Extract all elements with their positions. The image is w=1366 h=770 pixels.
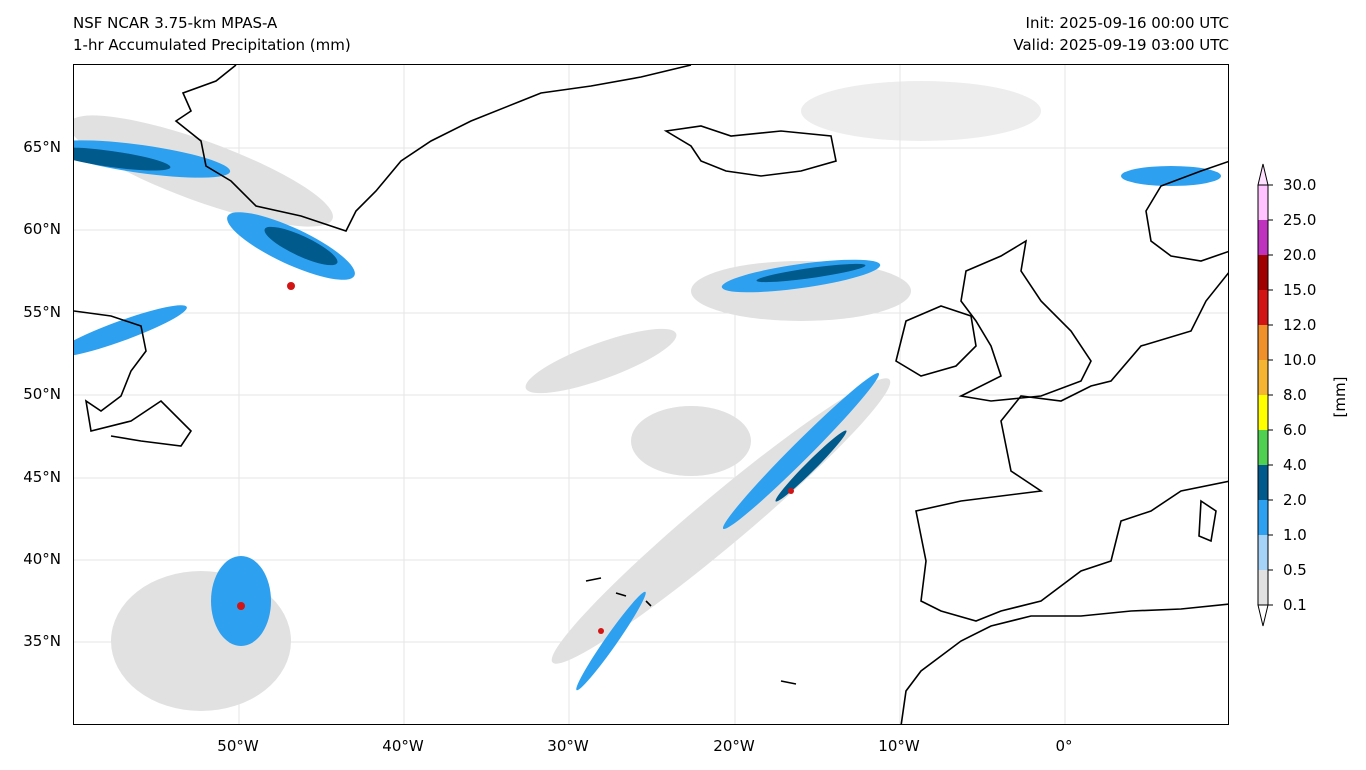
lon-tick: 50°W: [217, 737, 259, 755]
colorbar-tick-label: 6.0: [1283, 421, 1307, 439]
lat-tick: 65°N: [23, 138, 61, 156]
lat-tick: 45°N: [23, 468, 61, 486]
colorbar-tick-label: 0.1: [1283, 596, 1307, 614]
precip-intense: [237, 282, 794, 634]
coastlines: [74, 65, 1228, 724]
colorbar-tick-label: 1.0: [1283, 526, 1307, 544]
lat-tick: 55°N: [23, 303, 61, 321]
init-time: Init: 2025-09-16 00:00 UTC: [1025, 14, 1229, 32]
title-model: NSF NCAR 3.75-km MPAS-A: [73, 14, 278, 32]
colorbar-extend-max: [1257, 163, 1269, 186]
colorbar-bin: [1258, 325, 1268, 360]
colorbar-tick-label: 15.0: [1283, 281, 1317, 299]
colorbar-bin: [1258, 290, 1268, 325]
colorbar-tick-label: 8.0: [1283, 386, 1307, 404]
colorbar-tick-label: 0.5: [1283, 561, 1307, 579]
colorbar-bin: [1258, 255, 1268, 290]
colorbar-bin: [1258, 500, 1268, 535]
lat-tick: 35°N: [23, 632, 61, 650]
lon-tick: 0°: [1055, 737, 1073, 755]
precip-map: [74, 65, 1228, 724]
lat-tick: 50°N: [23, 385, 61, 403]
colorbar-tick-label: 2.0: [1283, 491, 1307, 509]
colorbar-tick-label: 25.0: [1283, 211, 1317, 229]
colorbar-unit: [mm]: [1331, 376, 1349, 418]
colorbar-bin: [1258, 220, 1268, 255]
colorbar: [1257, 163, 1273, 627]
lon-tick: 20°W: [713, 737, 755, 755]
lon-tick: 40°W: [382, 737, 424, 755]
colorbar-tick-label: 30.0: [1283, 176, 1317, 194]
lon-tick: 10°W: [878, 737, 920, 755]
gridlines: [74, 65, 1228, 724]
colorbar-bin: [1258, 570, 1268, 605]
precip-heavy: [74, 147, 866, 502]
colorbar-bin: [1258, 185, 1268, 220]
title-field: 1-hr Accumulated Precipitation (mm): [73, 36, 351, 54]
colorbar-tick-label: 20.0: [1283, 246, 1317, 264]
lon-tick: 30°W: [547, 737, 589, 755]
valid-time: Valid: 2025-09-19 03:00 UTC: [1013, 36, 1229, 54]
colorbar-bin: [1258, 395, 1268, 430]
colorbar-tick-label: 4.0: [1283, 456, 1307, 474]
colorbar-tick-label: 12.0: [1283, 316, 1317, 334]
colorbar-bin: [1258, 465, 1268, 500]
map-panel: [73, 64, 1229, 725]
colorbar-extend-min: [1257, 604, 1269, 627]
colorbar-bin: [1258, 360, 1268, 395]
lat-tick: 60°N: [23, 220, 61, 238]
colorbar-tick-label: 10.0: [1283, 351, 1317, 369]
colorbar-bin: [1258, 535, 1268, 570]
colorbar-bin: [1258, 430, 1268, 465]
lat-tick: 40°N: [23, 550, 61, 568]
